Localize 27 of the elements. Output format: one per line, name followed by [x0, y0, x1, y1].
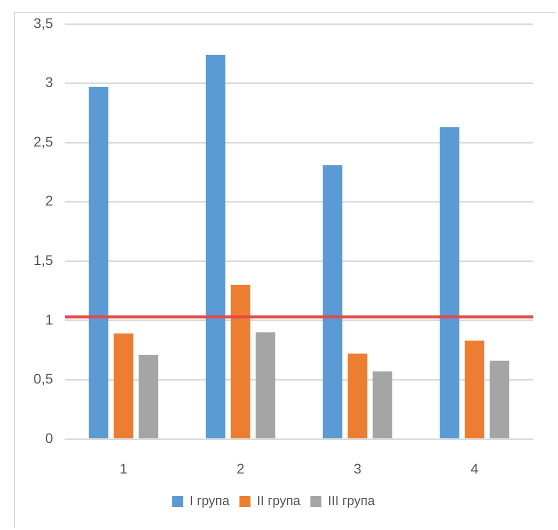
y-tick-label: 2 [45, 192, 54, 209]
y-tick-label: 1,5 [34, 252, 54, 268]
y-tick-label: 0 [45, 430, 54, 446]
bar [230, 284, 250, 438]
bar [322, 165, 342, 438]
x-tick-label: 4 [470, 460, 479, 476]
y-tick-label: 3,5 [34, 14, 54, 31]
legend-label: III група [328, 493, 376, 508]
legend-label: I група [190, 493, 230, 508]
bar [490, 360, 510, 438]
x-tick-label: 1 [120, 460, 128, 476]
bar [206, 54, 226, 438]
bar [348, 354, 368, 438]
bar [138, 354, 158, 438]
x-tick-label: 2 [236, 460, 245, 476]
y-tick-label: 3 [45, 74, 54, 90]
bar [114, 333, 134, 438]
bar [88, 86, 108, 438]
y-tick-label: 0,5 [34, 370, 54, 387]
bar [372, 371, 392, 438]
y-tick-label: 2,5 [34, 133, 54, 150]
y-tick-label: 1 [45, 311, 54, 328]
bar [464, 340, 484, 438]
legend-label: II група [256, 493, 302, 508]
bar [256, 332, 276, 438]
bar [440, 127, 460, 438]
x-tick-label: 3 [354, 460, 362, 476]
